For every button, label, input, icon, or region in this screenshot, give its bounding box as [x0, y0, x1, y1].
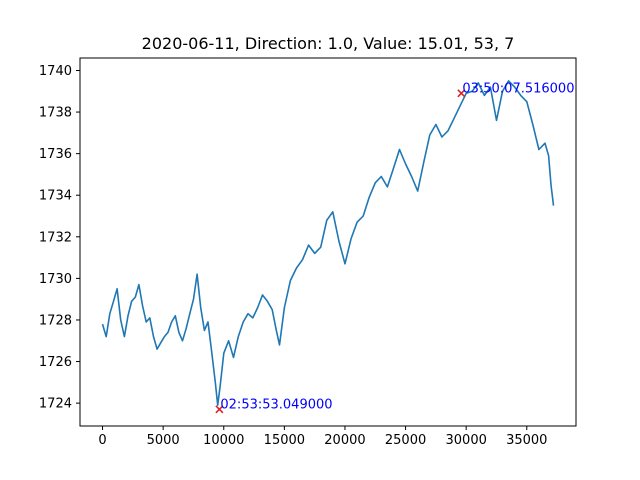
x-tick-label: 5000: [147, 433, 180, 448]
y-tick-label: 1728: [39, 313, 72, 328]
x-tick-label: 20000: [324, 433, 365, 448]
axes-frame: [79, 57, 577, 427]
plot-area: 02:53:53.049000 03:50:07.516000: [101, 80, 574, 414]
y-tick-label: 1740: [39, 64, 72, 79]
x-tick-label: 15000: [264, 433, 305, 448]
y-tick-label: 1726: [39, 355, 72, 370]
y-tick-label: 1734: [39, 189, 72, 204]
y-tick-label: 1738: [39, 106, 72, 121]
y-tick-label: 1730: [39, 272, 72, 287]
annotation-label-0: 02:53:53.049000: [220, 397, 332, 412]
x-tick-label: 10000: [203, 433, 244, 448]
x-tick-label: 30000: [446, 433, 487, 448]
y-tick-label: 1732: [39, 230, 72, 245]
annotation-marker-0: [215, 405, 224, 414]
y-tick-label: 1736: [39, 147, 72, 162]
y-tick-label: 1724: [39, 397, 72, 412]
x-tick-label: 35000: [506, 433, 547, 448]
annotation-marker-1: [457, 89, 466, 98]
axes: 0 5000 10000 15000 20000 25000 30000 35000 1724 1…: [39, 64, 548, 448]
series-line-0: [101, 80, 555, 407]
chart-title: 2020-06-11, Direction: 1.0, Value: 15.01…: [142, 34, 515, 53]
annotation-label-1: 03:50:07.516000: [462, 81, 574, 96]
x-tick-label: 0: [98, 433, 106, 448]
x-tick-label: 25000: [385, 433, 426, 448]
